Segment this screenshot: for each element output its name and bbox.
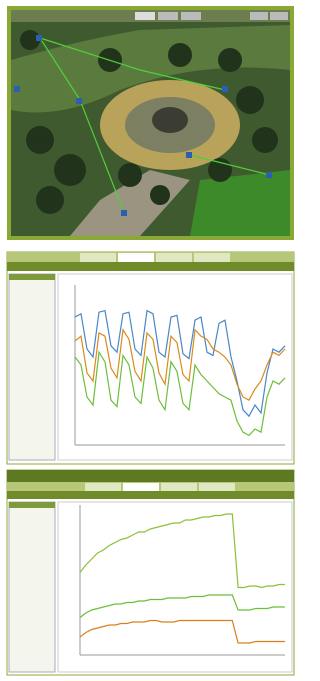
tab-active[interactable]: [123, 483, 159, 491]
page: {"chart_data": [ {"type": "line", "ylim"…: [0, 0, 301, 681]
grass: [190, 170, 290, 236]
toolbar: [7, 262, 294, 271]
toolbar: [7, 491, 294, 499]
sidebar: [9, 502, 55, 672]
screenshot-collage: [0, 0, 301, 681]
toolbar-button[interactable]: [181, 12, 201, 20]
tab[interactable]: [161, 483, 197, 491]
monument: [152, 107, 188, 133]
toolbar-button[interactable]: [135, 12, 155, 20]
sidebar: [9, 274, 55, 460]
toolbar-button[interactable]: [158, 12, 178, 20]
tab[interactable]: [156, 253, 192, 262]
sidebar-header: [9, 274, 55, 280]
map-panel: [7, 6, 294, 240]
sidebar-header: [9, 502, 55, 508]
chart-panel-1: [7, 252, 294, 464]
tab[interactable]: [80, 253, 116, 262]
chart-area: [58, 274, 292, 460]
chart-area: [58, 502, 292, 672]
toolbar-button[interactable]: [250, 12, 268, 20]
chart-panel-2: [7, 470, 294, 675]
app-header: [7, 470, 294, 482]
tab[interactable]: [194, 253, 230, 262]
tab-active[interactable]: [118, 253, 154, 262]
tab[interactable]: [85, 483, 121, 491]
toolbar-button[interactable]: [270, 12, 288, 20]
tab[interactable]: [199, 483, 235, 491]
